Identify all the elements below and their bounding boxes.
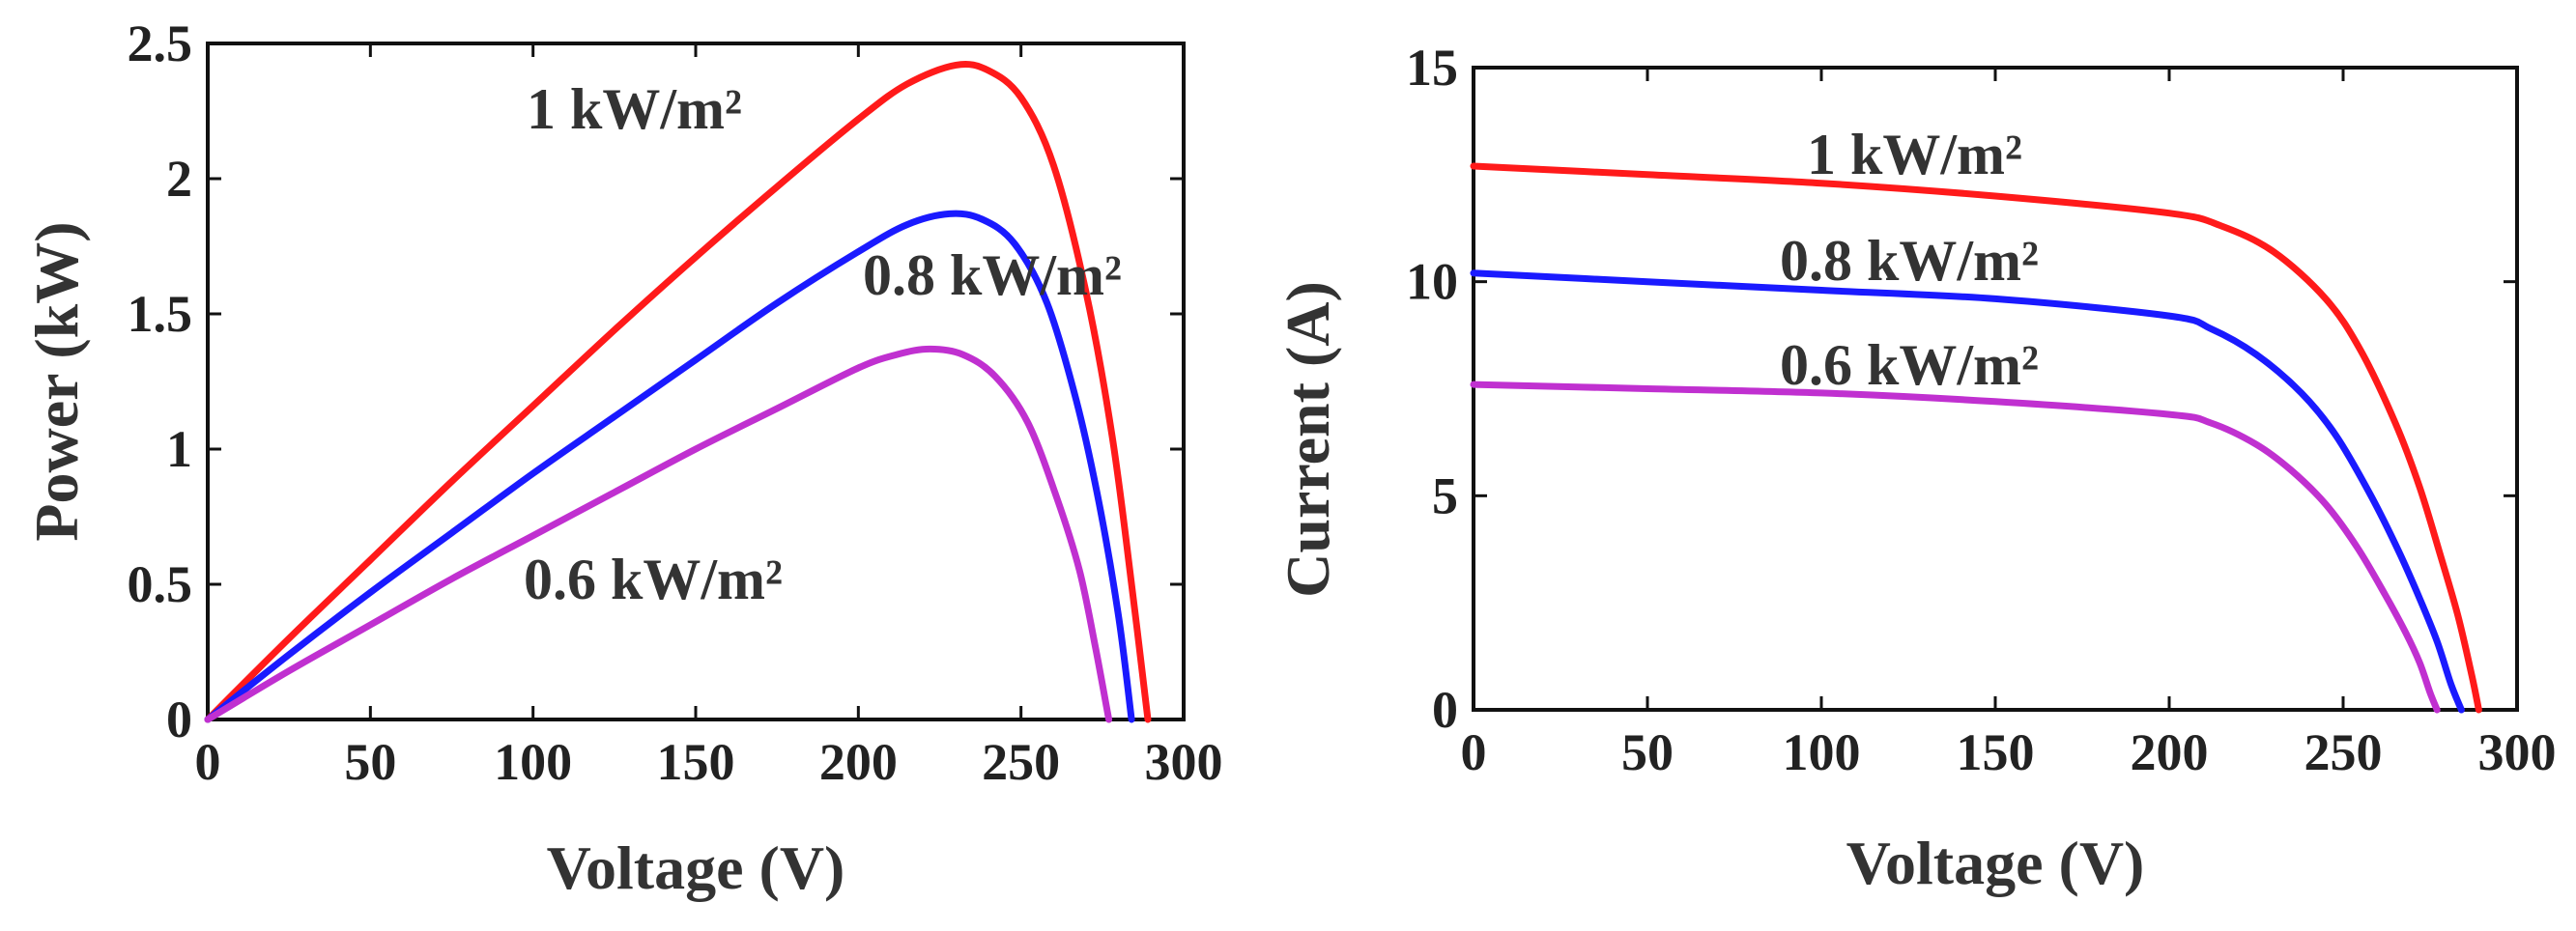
- power-x-tick-label: 50: [344, 733, 396, 791]
- current-x-tick-label: 150: [1957, 723, 2035, 781]
- current-series-line-0: [1470, 162, 2482, 714]
- power-plot-frame: [206, 42, 1186, 721]
- power-y-axis-label: Power (kW): [22, 221, 91, 541]
- power-series-line-0: [204, 61, 1152, 723]
- power-x-tick-label: 250: [982, 733, 1060, 791]
- power-y-tick-label: 2.5: [128, 14, 193, 72]
- current-x-tick-label: 50: [1621, 723, 1674, 781]
- current-y-tick-label: 10: [1406, 253, 1458, 311]
- current-y-ticks: 0 5 10 15: [1406, 39, 2517, 739]
- current-y-tick-label: 15: [1406, 39, 1458, 97]
- power-series-label-0.6kw: 0.6 kW/m²: [524, 548, 783, 611]
- current-series-label-0.8kw: 0.8 kW/m²: [1780, 229, 2039, 293]
- power-series-label-1kw: 1 kW/m²: [527, 77, 742, 141]
- power-x-ticks: 0 50 100 150 200 250 300: [195, 43, 1223, 791]
- current-x-tick-label: 250: [2304, 723, 2383, 781]
- current-series-line-2: [1470, 381, 2441, 714]
- power-chart: 0 0.5 1 1.5 2 2.5 0 50 100 150 200 250 300 Voltage …: [22, 14, 1223, 902]
- current-series-label-0.6kw: 0.6 kW/m²: [1780, 333, 2039, 397]
- power-x-axis-label: Voltage (V): [547, 833, 845, 902]
- current-x-tick-label: 0: [1461, 723, 1487, 781]
- power-y-tick-label: 0.5: [128, 555, 193, 613]
- current-series-line-1: [1470, 269, 2465, 714]
- power-curves: [204, 61, 1152, 723]
- power-y-tick-label: 1: [166, 420, 192, 478]
- power-series-line-2: [204, 345, 1113, 723]
- current-x-tick-label: 100: [1783, 723, 1861, 781]
- power-series-line-1: [204, 210, 1135, 723]
- current-series-label-1kw: 1 kW/m²: [1807, 123, 2022, 186]
- current-y-tick-label: 5: [1432, 466, 1458, 524]
- power-y-tick-label: 2: [166, 150, 192, 208]
- power-y-tick-label: 1.5: [128, 285, 193, 343]
- current-chart: 0 5 10 15 0 50 100 150 200 250 300 Voltage (V) Cu…: [1274, 39, 2557, 897]
- current-x-ticks: 0 50 100 150 200 250 300: [1461, 68, 2557, 781]
- power-x-tick-label: 200: [819, 733, 898, 791]
- current-curves: [1470, 162, 2482, 714]
- power-x-tick-label: 100: [494, 733, 572, 791]
- power-y-tick-label: 0: [166, 691, 192, 748]
- current-x-axis-label: Voltage (V): [1846, 829, 2145, 897]
- power-x-tick-label: 150: [657, 733, 735, 791]
- current-x-tick-label: 300: [2478, 723, 2557, 781]
- power-series-label-0.8kw: 0.8 kW/m²: [863, 243, 1122, 307]
- power-x-tick-label: 300: [1145, 733, 1223, 791]
- current-x-tick-label: 200: [2131, 723, 2209, 781]
- power-x-tick-label: 0: [195, 733, 221, 791]
- current-y-axis-label: Current (A): [1274, 281, 1342, 598]
- current-y-tick-label: 0: [1432, 681, 1458, 739]
- power-y-ticks: 0 0.5 1 1.5 2 2.5: [128, 14, 1184, 748]
